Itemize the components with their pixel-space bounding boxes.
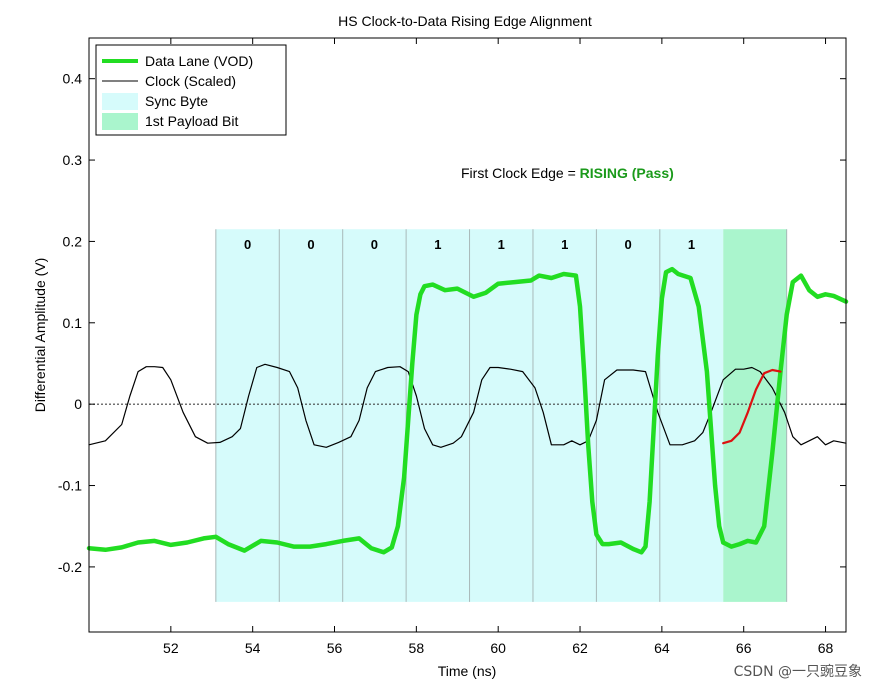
plot-frame bbox=[88, 37, 847, 633]
sync-byte-bit-label: 0 bbox=[371, 237, 378, 252]
sync-byte-bit-label: 0 bbox=[307, 237, 314, 252]
y-tick-label: -0.1 bbox=[58, 478, 82, 494]
legend: Data Lane (VOD) Clock (Scaled) Sync Byte… bbox=[95, 44, 287, 136]
x-tick-label: 60 bbox=[490, 640, 506, 656]
y-tick-label: 0.3 bbox=[63, 152, 83, 168]
clock-line bbox=[88, 363, 847, 448]
sync-byte-bit-label: 1 bbox=[561, 237, 568, 252]
y-tick-label: 0 bbox=[74, 396, 82, 412]
first-clock-edge-annotation: First Clock Edge = RISING (Pass) bbox=[461, 165, 674, 181]
sync-byte-band bbox=[279, 229, 343, 602]
sync-byte-bit-label: 0 bbox=[244, 237, 251, 252]
legend-label-data-lane: Data Lane (VOD) bbox=[145, 53, 253, 69]
sync-byte-band bbox=[469, 229, 533, 602]
annotation-prefix: First Clock Edge = bbox=[461, 165, 580, 181]
y-tick-label: 0.4 bbox=[63, 71, 83, 87]
legend-label-sync-byte: Sync Byte bbox=[145, 93, 208, 109]
sync-byte-bit-label: 1 bbox=[688, 237, 695, 252]
series-layer bbox=[86, 266, 849, 555]
watermark: CSDN @一只豌豆象 bbox=[734, 664, 862, 680]
y-tick-label: -0.2 bbox=[58, 559, 82, 575]
annotation-result: RISING (Pass) bbox=[580, 165, 674, 181]
legend-label-clock: Clock (Scaled) bbox=[145, 73, 236, 89]
chart-title: HS Clock-to-Data Rising Edge Alignment bbox=[338, 13, 592, 29]
x-tick-label: 52 bbox=[163, 640, 179, 656]
sync-byte-band bbox=[342, 229, 407, 602]
x-tick-label: 62 bbox=[572, 640, 588, 656]
sync-byte-band bbox=[659, 229, 724, 602]
y-tick-label: 0.1 bbox=[63, 315, 83, 331]
first-clock-edge-line bbox=[722, 368, 782, 445]
sync-byte-bit-labels: 0 0 0 1 1 1 0 1 bbox=[244, 237, 695, 252]
sync-byte-bit-label: 0 bbox=[624, 237, 631, 252]
x-tick-label: 58 bbox=[409, 640, 425, 656]
legend-swatch-payload-bit bbox=[102, 113, 138, 130]
x-tick-label: 64 bbox=[654, 640, 670, 656]
x-tick-label: 68 bbox=[818, 640, 834, 656]
y-axis-label: Differential Amplitude (V) bbox=[32, 258, 48, 413]
sync-byte-bit-label: 1 bbox=[434, 237, 441, 252]
sync-byte-bit-label: 1 bbox=[498, 237, 505, 252]
sync-byte-band bbox=[215, 229, 280, 602]
sync-byte-band bbox=[596, 229, 660, 602]
x-tick-label: 54 bbox=[245, 640, 261, 656]
x-axis-label: Time (ns) bbox=[438, 663, 497, 679]
x-tick-label: 56 bbox=[327, 640, 343, 656]
x-tick-label: 66 bbox=[736, 640, 752, 656]
x-axis-ticks: 52 54 56 58 60 62 64 66 68 bbox=[163, 38, 834, 656]
y-axis-ticks: -0.2 -0.1 0 0.1 0.2 0.3 0.4 bbox=[58, 71, 846, 575]
legend-label-payload-bit: 1st Payload Bit bbox=[145, 113, 238, 129]
data-lane-line bbox=[86, 266, 726, 555]
y-tick-label: 0.2 bbox=[63, 233, 83, 249]
legend-swatch-sync-byte bbox=[102, 93, 138, 110]
data-lane-payload-line bbox=[720, 273, 849, 549]
